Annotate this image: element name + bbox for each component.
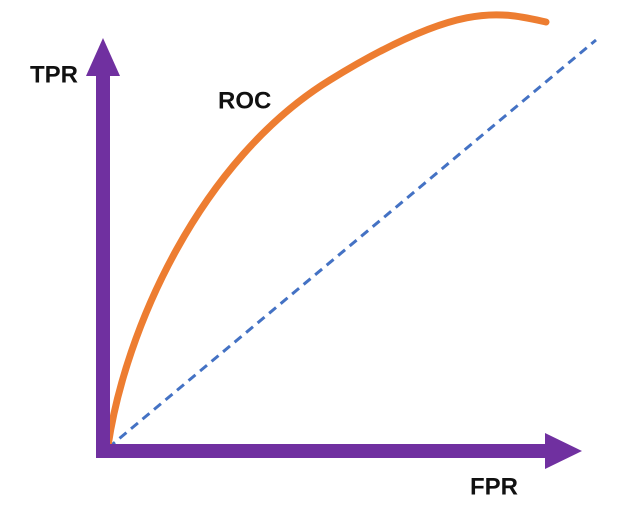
x-axis-label: FPR [470,473,518,500]
x-axis-arrowhead [545,433,582,469]
y-axis [96,72,110,458]
x-axis [96,444,548,458]
diagonal-line [107,38,597,450]
y-axis-arrowhead [86,38,120,76]
curve-label: ROC [218,87,271,114]
y-axis-label: TPR [30,61,78,88]
roc-curve [104,11,550,450]
